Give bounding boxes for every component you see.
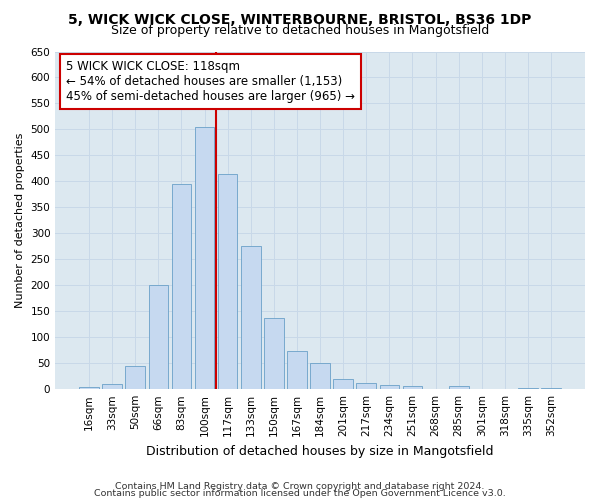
Bar <box>449 386 469 389</box>
Bar <box>403 386 422 389</box>
Bar <box>125 366 145 389</box>
Text: 5, WICK WICK CLOSE, WINTERBOURNE, BRISTOL, BS36 1DP: 5, WICK WICK CLOSE, WINTERBOURNE, BRISTO… <box>68 12 532 26</box>
Text: Contains HM Land Registry data © Crown copyright and database right 2024.: Contains HM Land Registry data © Crown c… <box>115 482 485 491</box>
Bar <box>541 388 561 389</box>
Text: 5 WICK WICK CLOSE: 118sqm
← 54% of detached houses are smaller (1,153)
45% of se: 5 WICK WICK CLOSE: 118sqm ← 54% of detac… <box>66 60 355 103</box>
Bar <box>310 363 330 389</box>
Y-axis label: Number of detached properties: Number of detached properties <box>15 132 25 308</box>
Bar <box>287 350 307 389</box>
Text: Contains public sector information licensed under the Open Government Licence v3: Contains public sector information licen… <box>94 490 506 498</box>
Bar <box>356 383 376 389</box>
Bar <box>380 385 399 389</box>
Bar <box>518 388 538 389</box>
Text: Size of property relative to detached houses in Mangotsfield: Size of property relative to detached ho… <box>111 24 489 37</box>
Bar <box>264 318 284 389</box>
Bar <box>79 386 99 389</box>
Bar <box>195 127 214 389</box>
Bar <box>149 286 168 389</box>
Bar <box>103 384 122 389</box>
Bar <box>334 379 353 389</box>
Bar <box>241 246 260 389</box>
Bar <box>172 184 191 389</box>
X-axis label: Distribution of detached houses by size in Mangotsfield: Distribution of detached houses by size … <box>146 444 494 458</box>
Bar <box>218 174 238 389</box>
